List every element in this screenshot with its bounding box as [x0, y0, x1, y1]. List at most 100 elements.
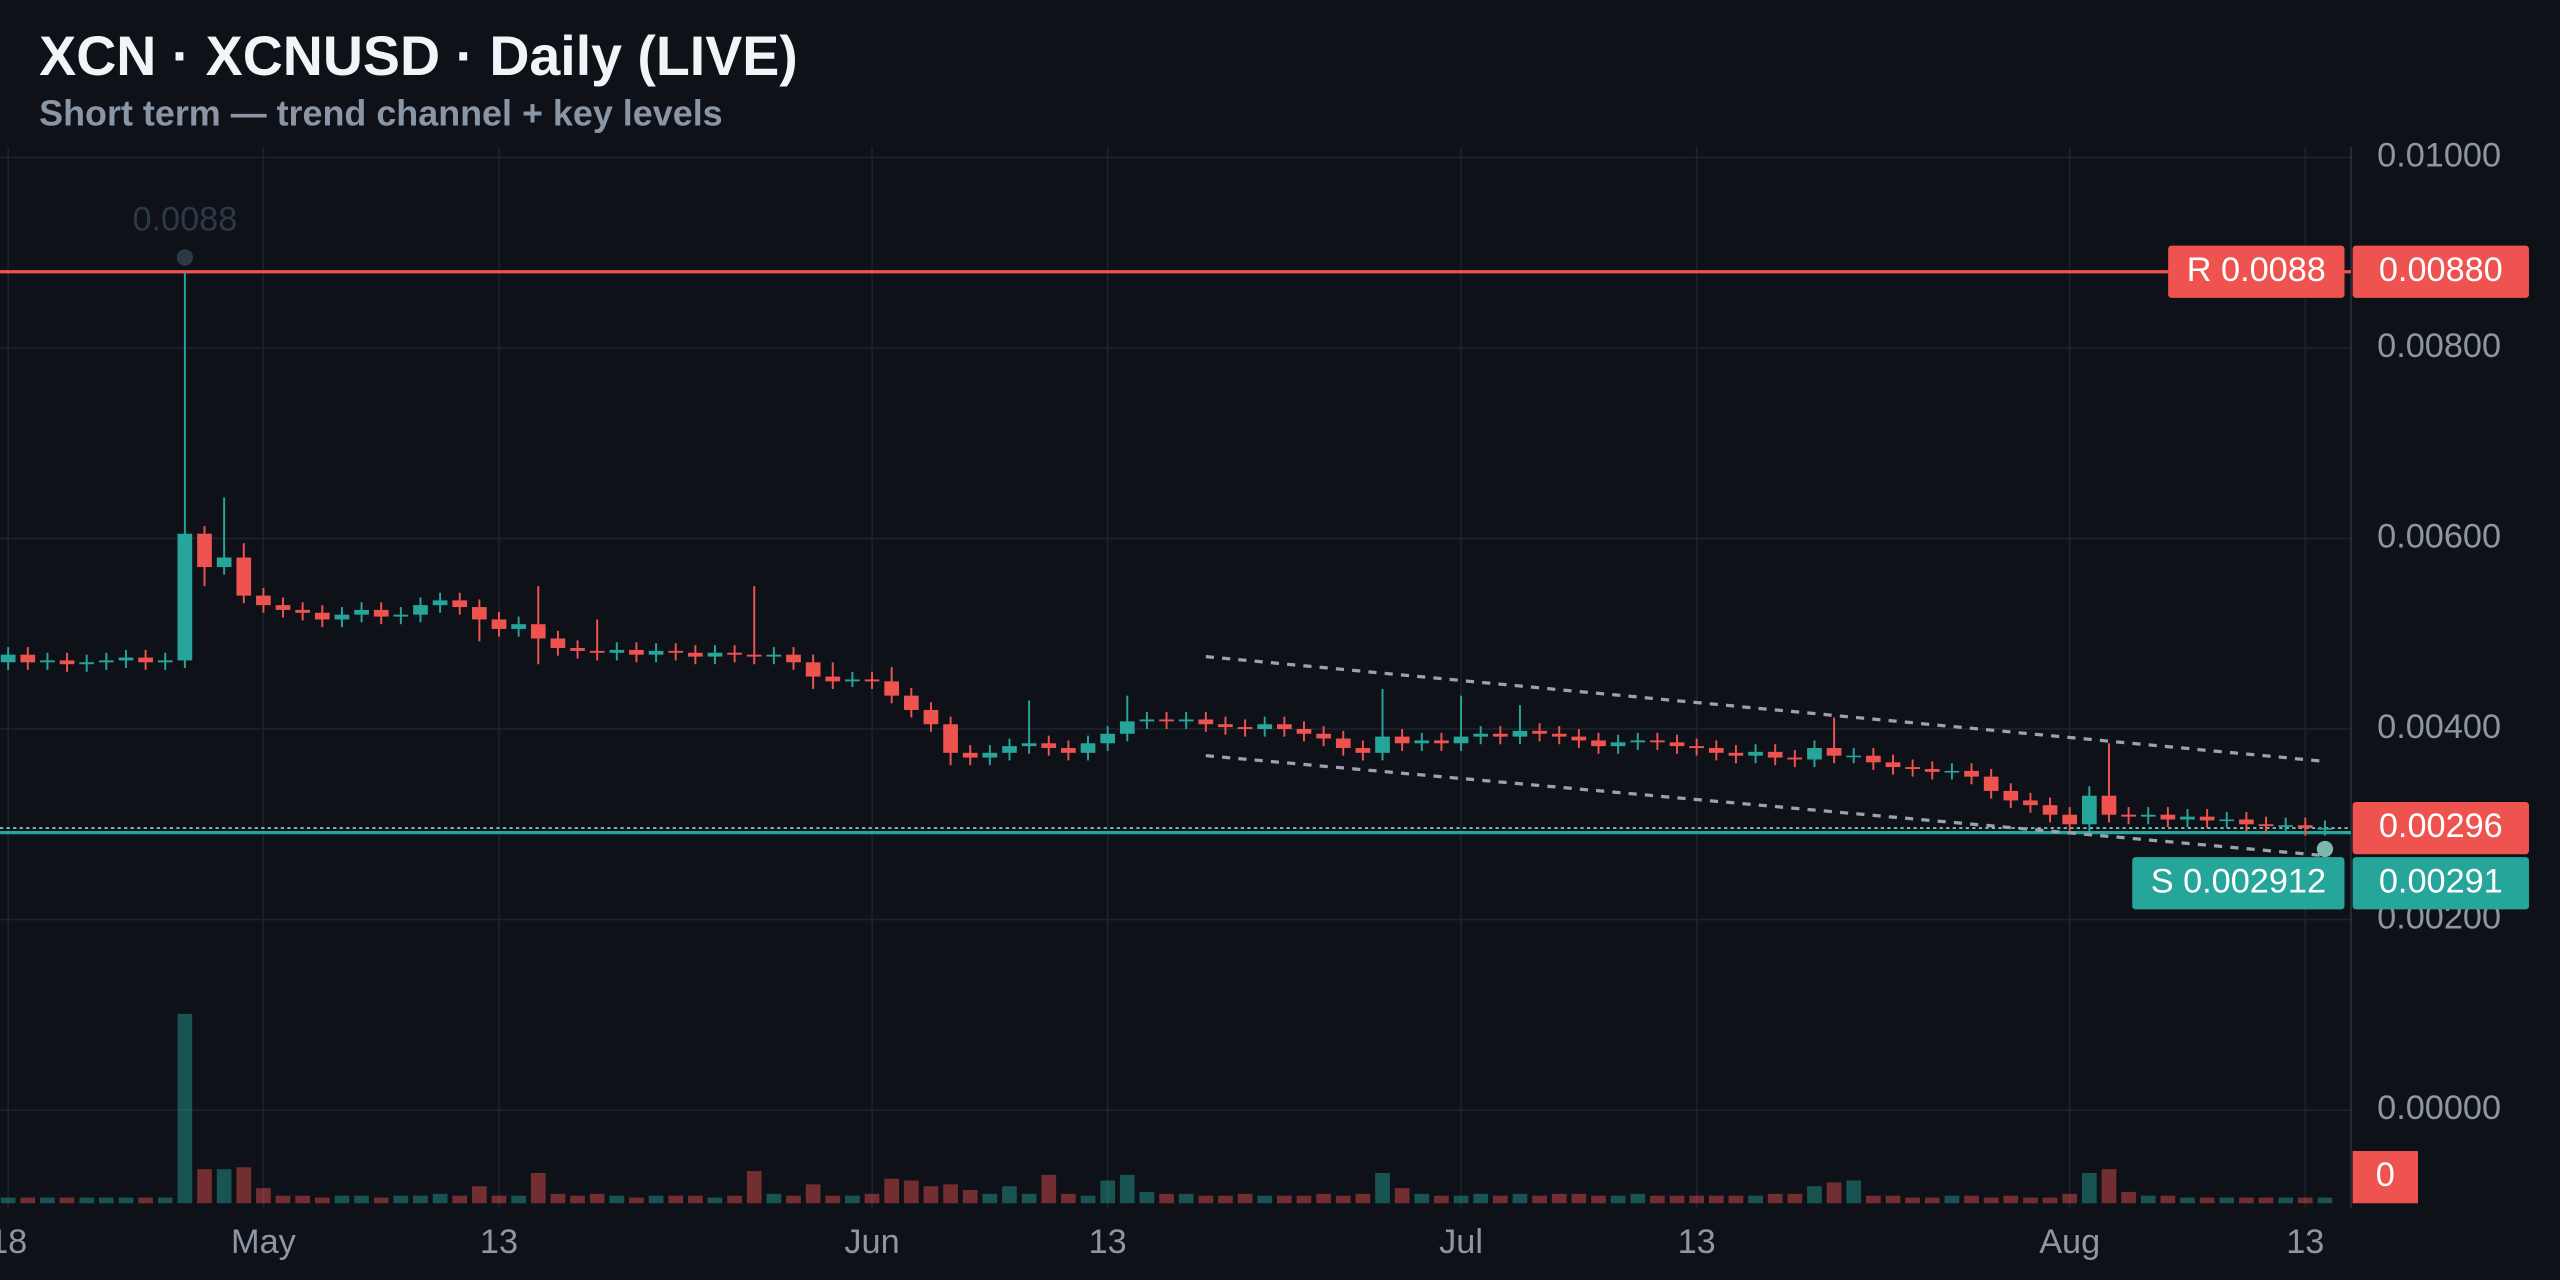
candle-body — [138, 657, 153, 663]
candle-body — [1689, 746, 1705, 749]
candle-body — [472, 607, 487, 620]
candle-body — [962, 752, 978, 758]
volume-bar — [1885, 1195, 1901, 1204]
candle-body — [1473, 733, 1489, 737]
volume-bar — [2042, 1197, 2058, 1204]
candle-body — [2278, 825, 2294, 827]
candle-body — [668, 650, 684, 653]
volume-bar — [452, 1195, 468, 1204]
candle-body — [432, 600, 448, 606]
candle-body — [1237, 727, 1253, 729]
marker-label: 0.0088 — [132, 201, 237, 239]
candle-body — [295, 609, 311, 613]
volume-bar — [2239, 1197, 2254, 1204]
volume-bar — [1002, 1186, 1017, 1204]
y-tick-label: 0.00800 — [2377, 327, 2501, 365]
candle-body — [79, 662, 95, 665]
volume-bar — [138, 1197, 153, 1204]
candle-body — [334, 614, 350, 620]
volume-bar — [1728, 1195, 1744, 1204]
volume-bar — [589, 1193, 605, 1204]
volume-bar — [157, 1197, 173, 1204]
volume-bar — [1748, 1195, 1763, 1204]
volume-bar — [805, 1184, 821, 1204]
volume-bar — [1296, 1195, 1312, 1204]
candle-body — [1394, 736, 1410, 744]
candle-body — [609, 649, 625, 653]
candle-body — [1885, 762, 1901, 768]
candle-body — [452, 600, 468, 608]
volume-bar — [1257, 1195, 1273, 1204]
volume-bar — [1591, 1195, 1606, 1204]
x-tick-label: 13 — [1089, 1223, 1127, 1261]
volume-bar — [2219, 1197, 2235, 1204]
volume-bar — [1787, 1193, 1803, 1204]
price-tag-label: 0.00296 — [2379, 807, 2503, 845]
volume-bar — [2003, 1195, 2019, 1204]
volume-bar — [1512, 1193, 1528, 1204]
volume-bar — [2297, 1197, 2313, 1204]
volume-bar — [1414, 1193, 1430, 1204]
candle-body — [864, 679, 880, 682]
volume-bar — [1846, 1180, 1862, 1204]
volume-bar — [373, 1197, 389, 1204]
volume-bar — [766, 1193, 782, 1204]
candle-body — [1826, 748, 1842, 756]
candle-body — [1551, 733, 1567, 737]
candle-body — [1355, 748, 1371, 753]
candle-body — [1159, 719, 1174, 722]
volume-bar — [2258, 1197, 2274, 1204]
volume-bar — [1316, 1193, 1331, 1204]
x-tick-label: 18 — [0, 1223, 27, 1261]
candle-body — [393, 614, 409, 617]
volume-bar — [1551, 1193, 1567, 1204]
volume-bar — [1492, 1195, 1508, 1204]
volume-bar — [1983, 1197, 1999, 1204]
candle-body — [903, 695, 919, 710]
volume-bar — [845, 1195, 860, 1204]
candle-body — [1983, 776, 1999, 791]
candle-body — [1669, 742, 1685, 747]
x-tick-label: Jun — [844, 1223, 899, 1261]
candle-body — [491, 619, 507, 629]
volume-bar — [2160, 1195, 2176, 1204]
volume-bar — [1277, 1195, 1292, 1204]
candle-body — [1316, 733, 1331, 739]
volume-bar — [1767, 1193, 1783, 1204]
volume-bar — [1807, 1186, 1822, 1204]
volume-bar — [0, 1197, 16, 1204]
candle-body — [1512, 730, 1528, 737]
volume-bar — [570, 1195, 585, 1204]
candle-body — [884, 681, 900, 696]
candle-body — [629, 649, 644, 655]
volume-bar — [216, 1169, 232, 1204]
volume-bar — [1532, 1195, 1547, 1204]
volume-bar — [727, 1195, 742, 1204]
candle-body — [943, 724, 958, 753]
volume-bar — [2317, 1197, 2333, 1204]
volume-bar — [2101, 1169, 2117, 1204]
volume-bar — [923, 1186, 939, 1204]
volume-bar — [2023, 1197, 2038, 1204]
volume-bar — [1198, 1195, 1214, 1204]
price-tag — [2352, 857, 2529, 910]
candle-body — [707, 652, 723, 657]
candle-body — [1748, 751, 1763, 756]
candle-body — [1061, 748, 1076, 753]
volume-bar — [1826, 1182, 1842, 1204]
volume-bar — [1669, 1195, 1685, 1204]
volume-bar — [1964, 1195, 1979, 1204]
volume-bar — [609, 1195, 625, 1204]
volume-bar — [1650, 1195, 1665, 1204]
volume-bar — [1041, 1174, 1057, 1204]
volume-bar — [511, 1195, 526, 1204]
candle-body — [256, 595, 271, 606]
candle-body — [40, 660, 55, 663]
candle-body — [1532, 730, 1547, 734]
candle-body — [216, 557, 232, 568]
volume-bar — [1237, 1193, 1253, 1204]
candle-body — [1198, 719, 1214, 725]
